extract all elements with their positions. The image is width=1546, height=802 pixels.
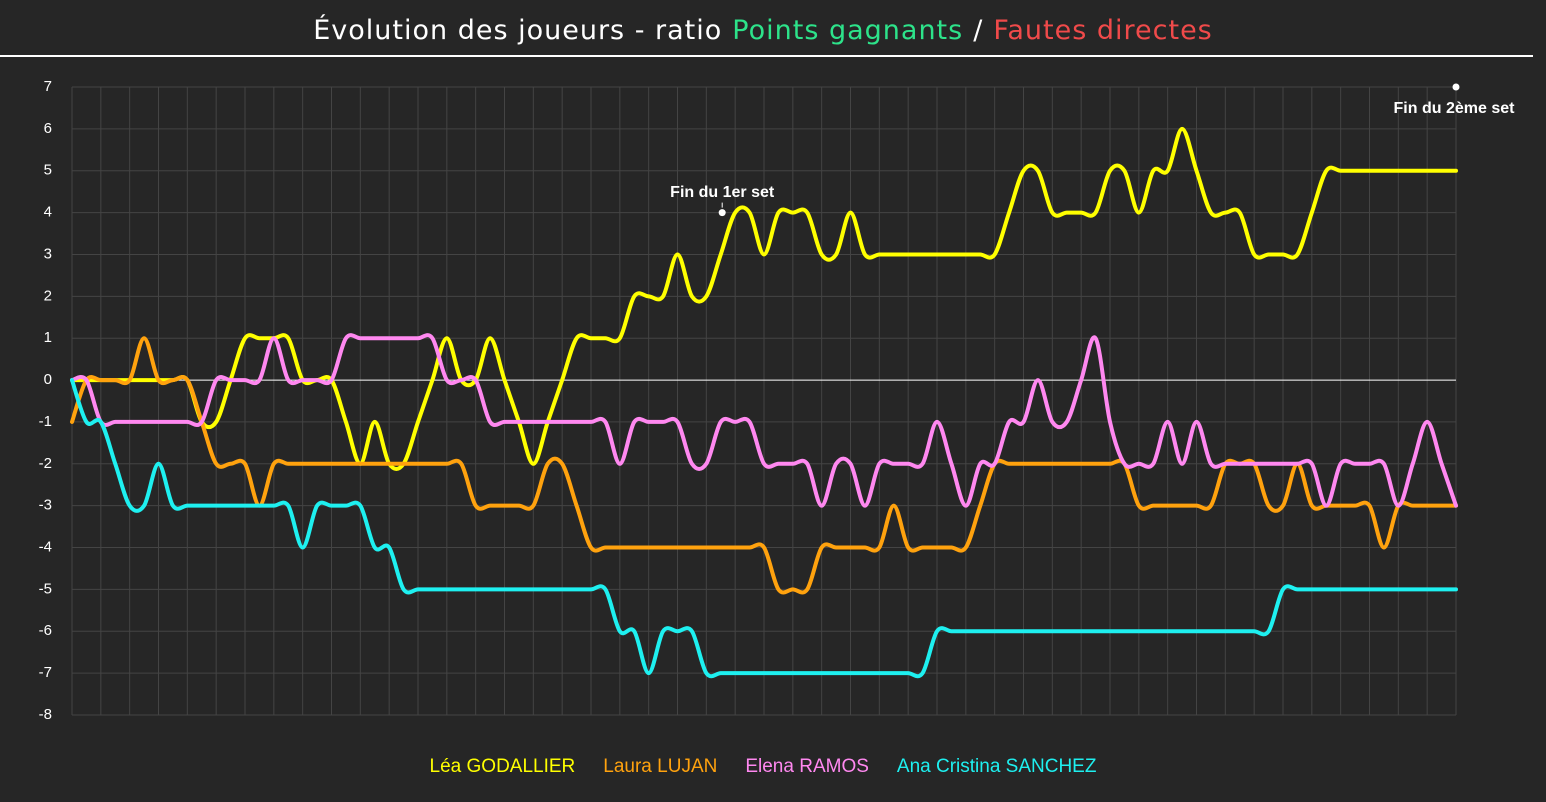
y-tick-label: 3 xyxy=(44,245,52,262)
y-tick-label: 5 xyxy=(44,162,52,179)
series-line xyxy=(70,378,1458,679)
y-tick-label: -6 xyxy=(39,622,52,639)
y-tick-label: -1 xyxy=(39,413,52,430)
y-tick-label: 0 xyxy=(44,371,52,388)
series-line xyxy=(70,333,1458,508)
y-tick-label: -3 xyxy=(39,497,52,514)
title-part: Fautes directes xyxy=(993,15,1212,46)
legend-entry: Ana Cristina SANCHEZ xyxy=(897,756,1097,777)
y-tick-label: -7 xyxy=(39,664,52,681)
y-tick-label: -8 xyxy=(39,706,52,723)
y-tick-label: 6 xyxy=(44,120,52,137)
chart-title: Évolution des joueurs - ratio Points gagn… xyxy=(313,14,1213,46)
y-tick-label: -2 xyxy=(39,455,52,472)
y-tick-label: 1 xyxy=(44,329,52,346)
y-tick-label: -4 xyxy=(39,539,52,556)
title-part: Points gagnants xyxy=(732,15,963,46)
legend-entry: Léa GODALLIER xyxy=(430,756,576,777)
annotation-text: Fin du 1er set xyxy=(670,184,775,201)
legend: Léa GODALLIER Laura LUJAN Elena RAMOS Ana C… xyxy=(430,756,1097,777)
annotation-dot xyxy=(1452,83,1460,91)
annotation-text: Fin du 2ème set xyxy=(1394,100,1516,117)
y-tick-label: -5 xyxy=(39,580,52,597)
annotation-dot xyxy=(718,209,726,217)
y-tick-label: 4 xyxy=(44,204,52,221)
legend-entry: Elena RAMOS xyxy=(745,756,869,777)
title-part: / xyxy=(973,15,983,46)
legend-entry: Laura LUJAN xyxy=(603,756,717,777)
y-tick-label: 7 xyxy=(44,78,52,95)
y-tick-label: 2 xyxy=(44,287,52,304)
title-part: Évolution des joueurs - ratio xyxy=(313,14,722,46)
